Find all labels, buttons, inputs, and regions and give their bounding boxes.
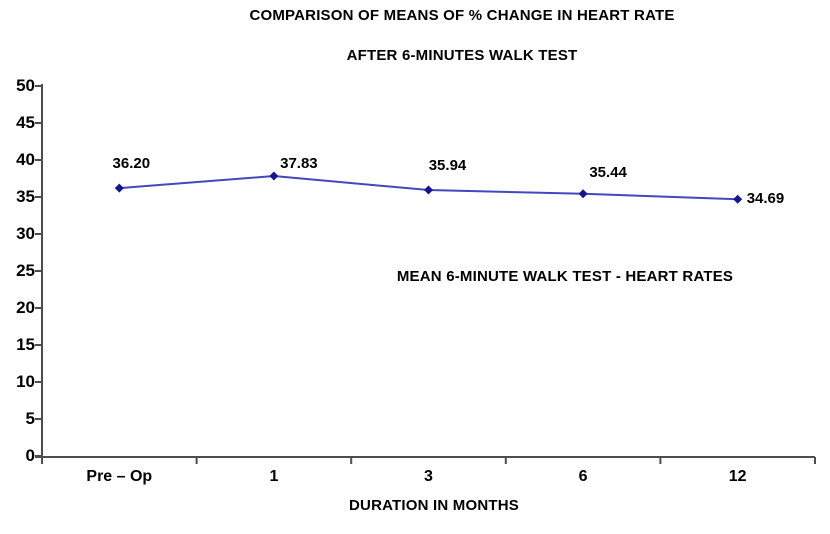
series-annotation: MEAN 6-MINUTE WALK TEST - HEART RATES [396,268,734,285]
y-tick-label: 20 [16,298,35,317]
chart-title: COMPARISON OF MEANS OF % CHANGE IN HEART… [249,7,675,24]
x-tick-label: Pre – Op [86,468,153,485]
x-tick-label: 6 [578,468,588,485]
x-axis-title: DURATION IN MONTHS [349,497,519,514]
data-point-label: 35.94 [428,157,467,175]
y-tick-label: 10 [16,372,35,391]
y-tick-label: 0 [25,446,35,465]
y-tick-label: 5 [25,409,35,428]
y-tick-label: 45 [16,113,35,132]
y-tick-label: 25 [16,261,35,280]
x-tick-label: 1 [269,468,279,485]
y-tick-label: 30 [16,224,35,243]
x-tick-label: 3 [424,468,433,485]
data-point-label: 35.44 [589,163,627,181]
data-point-marker [733,194,743,204]
data-point-label: 37.83 [280,155,318,173]
data-point-label: 34.69 [746,190,785,208]
data-point-marker [578,189,588,199]
y-tick-label: 35 [16,187,35,206]
y-tick-label: 50 [16,76,35,95]
data-point-label: 36.20 [112,155,151,173]
y-tick-label: 40 [16,150,35,169]
data-point-marker [269,171,279,181]
data-point-marker [114,183,124,193]
data-point-marker [424,185,433,195]
chart-subtitle: AFTER 6-MINUTES WALK TEST [346,47,578,64]
y-tick-label: 15 [16,335,35,354]
x-tick-label: 12 [728,468,747,485]
